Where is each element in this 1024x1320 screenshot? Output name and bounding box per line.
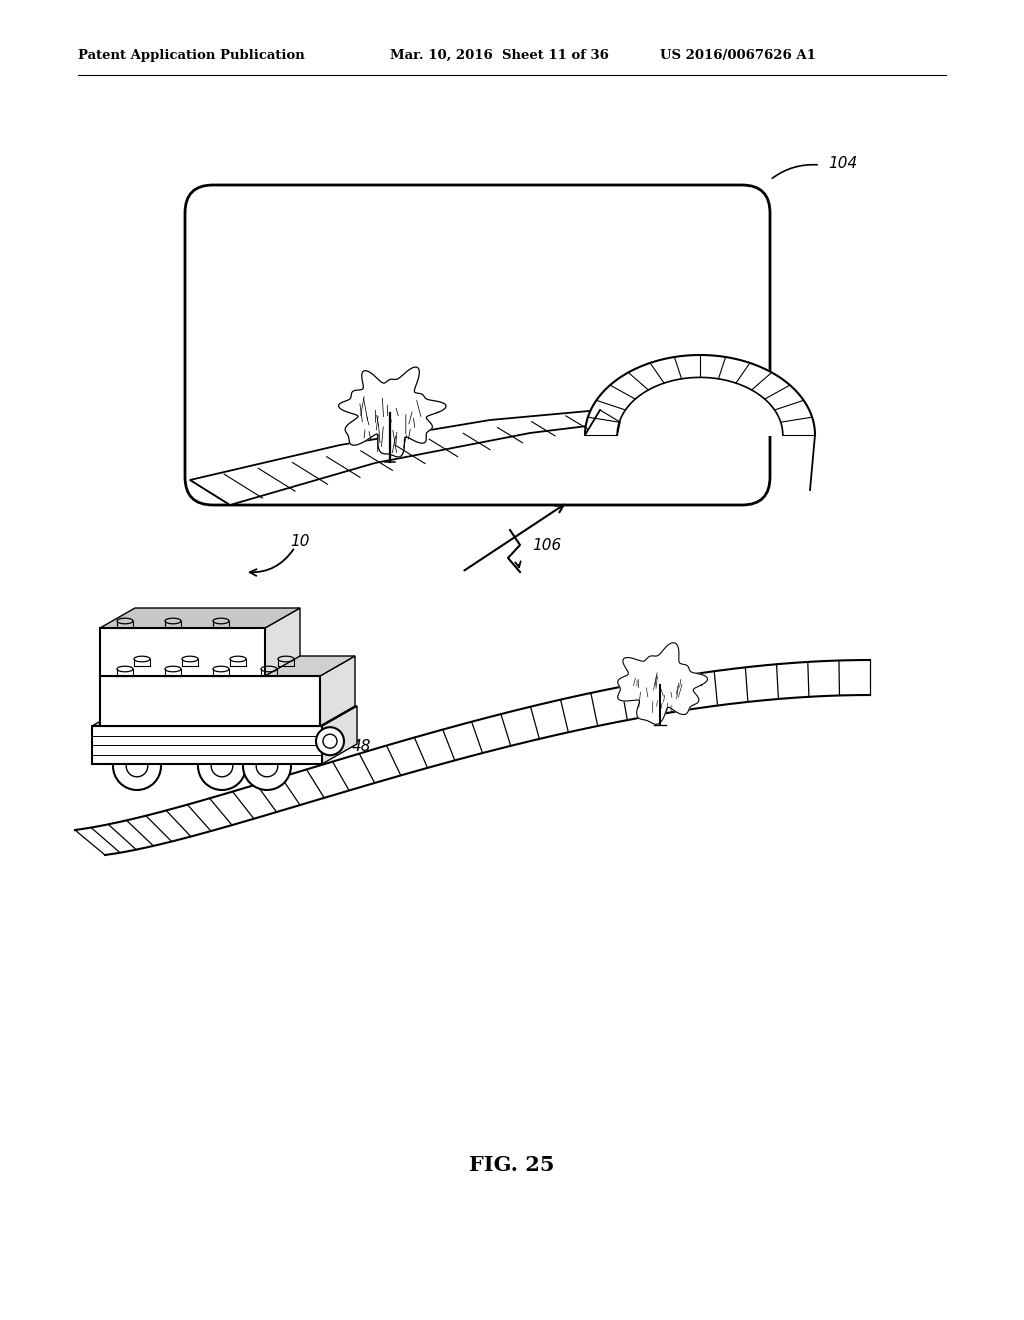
- Polygon shape: [265, 609, 300, 676]
- Text: FIG. 25: FIG. 25: [469, 1155, 555, 1175]
- Polygon shape: [339, 367, 446, 457]
- Polygon shape: [92, 706, 357, 726]
- Text: Mar. 10, 2016  Sheet 11 of 36: Mar. 10, 2016 Sheet 11 of 36: [390, 49, 609, 62]
- Polygon shape: [100, 609, 300, 628]
- Polygon shape: [190, 411, 620, 506]
- Text: 106: 106: [532, 537, 561, 553]
- Circle shape: [113, 742, 161, 789]
- Polygon shape: [100, 656, 355, 676]
- FancyBboxPatch shape: [185, 185, 770, 506]
- Text: 48: 48: [352, 739, 372, 754]
- Text: 104: 104: [828, 156, 857, 170]
- Text: Patent Application Publication: Patent Application Publication: [78, 49, 305, 62]
- Polygon shape: [319, 656, 355, 726]
- Polygon shape: [617, 643, 708, 725]
- Polygon shape: [322, 706, 357, 764]
- Text: 10: 10: [290, 535, 309, 549]
- Polygon shape: [100, 628, 265, 676]
- Circle shape: [198, 742, 246, 789]
- Circle shape: [316, 727, 344, 755]
- Polygon shape: [100, 676, 319, 726]
- Circle shape: [243, 742, 291, 789]
- Text: US 2016/0067626 A1: US 2016/0067626 A1: [660, 49, 816, 62]
- Polygon shape: [75, 660, 870, 855]
- Polygon shape: [92, 726, 322, 764]
- Polygon shape: [585, 355, 815, 436]
